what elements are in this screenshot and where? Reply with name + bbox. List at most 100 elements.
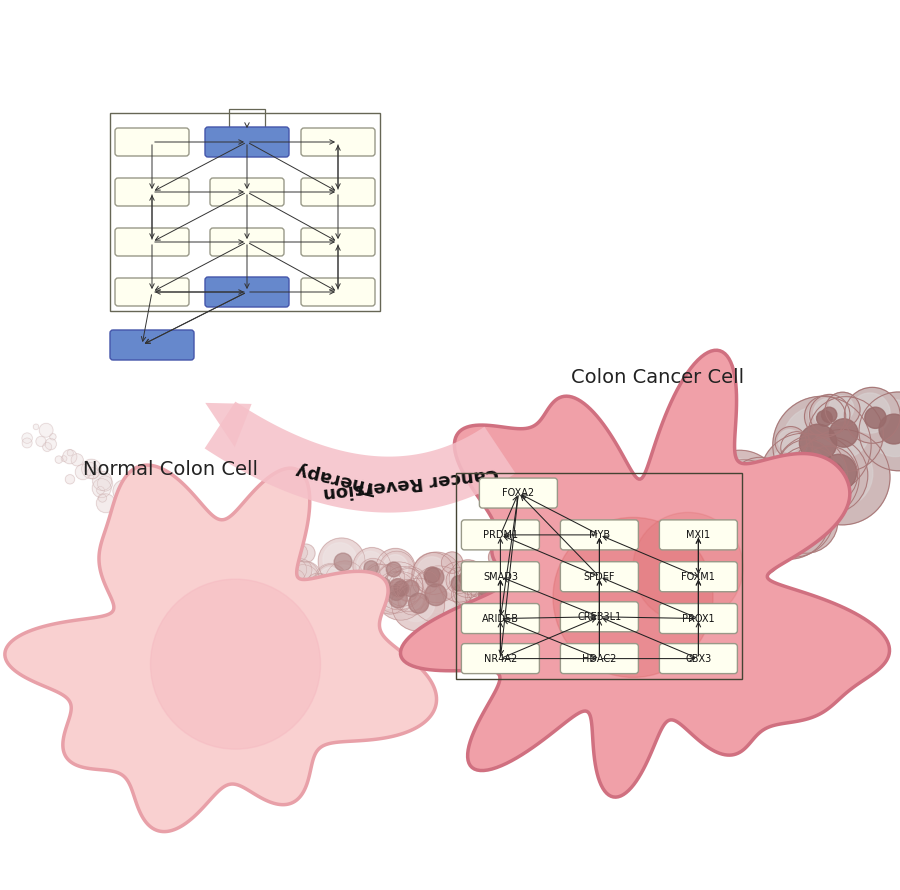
Circle shape bbox=[143, 507, 162, 527]
Circle shape bbox=[728, 457, 792, 521]
Circle shape bbox=[825, 392, 860, 427]
Circle shape bbox=[621, 488, 696, 562]
Circle shape bbox=[595, 570, 611, 587]
Circle shape bbox=[509, 577, 529, 596]
Circle shape bbox=[644, 508, 673, 537]
Circle shape bbox=[859, 392, 900, 471]
Circle shape bbox=[591, 553, 606, 568]
Circle shape bbox=[689, 514, 720, 545]
Circle shape bbox=[290, 564, 313, 587]
Circle shape bbox=[380, 567, 414, 602]
Circle shape bbox=[780, 496, 826, 542]
Circle shape bbox=[617, 533, 697, 611]
Circle shape bbox=[490, 586, 505, 602]
Circle shape bbox=[554, 538, 616, 601]
Circle shape bbox=[356, 552, 384, 578]
Circle shape bbox=[665, 513, 685, 533]
Circle shape bbox=[389, 585, 404, 601]
Circle shape bbox=[459, 571, 473, 586]
FancyBboxPatch shape bbox=[660, 643, 737, 674]
Circle shape bbox=[248, 536, 270, 557]
Circle shape bbox=[298, 579, 325, 606]
Circle shape bbox=[625, 470, 707, 553]
Circle shape bbox=[246, 565, 262, 581]
Circle shape bbox=[187, 525, 202, 540]
Circle shape bbox=[451, 576, 466, 591]
Circle shape bbox=[727, 481, 760, 512]
Circle shape bbox=[490, 569, 519, 599]
Circle shape bbox=[485, 564, 526, 606]
Circle shape bbox=[364, 561, 378, 575]
Circle shape bbox=[580, 540, 619, 578]
Circle shape bbox=[380, 567, 400, 587]
Circle shape bbox=[329, 565, 358, 594]
Circle shape bbox=[614, 522, 634, 542]
Circle shape bbox=[338, 573, 354, 589]
Circle shape bbox=[392, 578, 445, 631]
Circle shape bbox=[61, 456, 67, 462]
Circle shape bbox=[341, 573, 387, 619]
FancyBboxPatch shape bbox=[462, 562, 539, 592]
Circle shape bbox=[804, 439, 873, 507]
Circle shape bbox=[584, 555, 626, 598]
Text: PROX1: PROX1 bbox=[682, 613, 715, 624]
Circle shape bbox=[589, 523, 628, 563]
FancyBboxPatch shape bbox=[110, 330, 194, 360]
Circle shape bbox=[353, 547, 391, 586]
Circle shape bbox=[193, 533, 210, 551]
Circle shape bbox=[534, 581, 564, 611]
Circle shape bbox=[389, 589, 408, 608]
Circle shape bbox=[697, 483, 754, 541]
Circle shape bbox=[229, 549, 246, 566]
Circle shape bbox=[799, 425, 837, 462]
Circle shape bbox=[71, 454, 84, 466]
Circle shape bbox=[97, 476, 112, 491]
Circle shape bbox=[814, 399, 842, 427]
Circle shape bbox=[501, 553, 562, 614]
Circle shape bbox=[691, 529, 712, 549]
Circle shape bbox=[557, 535, 617, 595]
Text: Cancer Reversion: Cancer Reversion bbox=[322, 465, 500, 502]
Circle shape bbox=[724, 516, 774, 566]
Circle shape bbox=[148, 507, 157, 516]
Circle shape bbox=[706, 488, 735, 517]
Circle shape bbox=[500, 579, 539, 618]
Circle shape bbox=[413, 553, 454, 595]
Circle shape bbox=[260, 558, 289, 587]
Circle shape bbox=[778, 430, 801, 452]
Text: Normal Colon Cell: Normal Colon Cell bbox=[83, 459, 258, 479]
Circle shape bbox=[237, 546, 250, 561]
Circle shape bbox=[574, 552, 597, 575]
FancyBboxPatch shape bbox=[210, 178, 284, 206]
Circle shape bbox=[126, 495, 137, 505]
Circle shape bbox=[554, 563, 593, 603]
Circle shape bbox=[810, 394, 850, 435]
Text: MYB: MYB bbox=[589, 530, 610, 540]
Circle shape bbox=[784, 459, 817, 492]
Circle shape bbox=[576, 526, 601, 551]
FancyBboxPatch shape bbox=[210, 228, 284, 256]
Circle shape bbox=[489, 546, 510, 569]
Circle shape bbox=[629, 517, 650, 538]
FancyBboxPatch shape bbox=[301, 178, 375, 206]
Circle shape bbox=[725, 507, 778, 559]
Circle shape bbox=[85, 463, 97, 475]
Circle shape bbox=[821, 454, 857, 490]
Circle shape bbox=[815, 466, 838, 489]
Circle shape bbox=[288, 562, 321, 595]
Circle shape bbox=[307, 573, 328, 595]
Text: FOXA2: FOXA2 bbox=[502, 488, 535, 498]
Circle shape bbox=[816, 404, 869, 458]
Circle shape bbox=[131, 494, 140, 503]
Circle shape bbox=[221, 548, 239, 566]
Circle shape bbox=[670, 546, 692, 569]
Circle shape bbox=[690, 476, 779, 566]
Circle shape bbox=[706, 494, 752, 539]
Circle shape bbox=[867, 400, 900, 457]
Circle shape bbox=[449, 560, 487, 597]
Circle shape bbox=[583, 514, 621, 552]
Circle shape bbox=[639, 524, 688, 572]
Circle shape bbox=[667, 544, 698, 574]
Circle shape bbox=[697, 480, 749, 532]
Circle shape bbox=[465, 573, 508, 616]
